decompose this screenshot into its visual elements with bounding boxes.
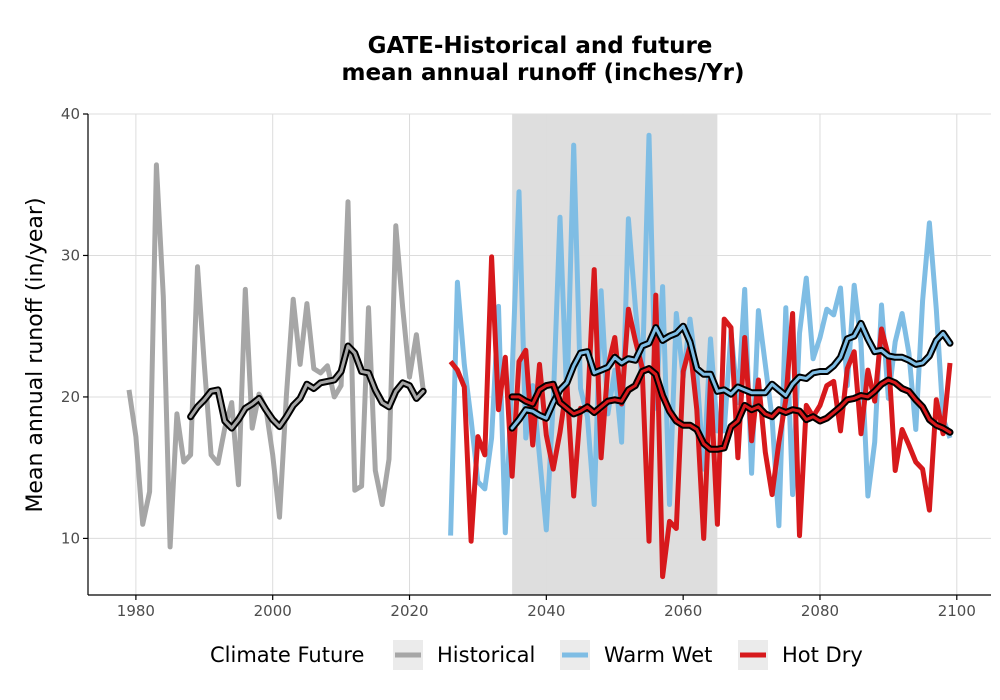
chart-title-line2: mean annual runoff (inches/Yr): [341, 60, 744, 86]
hot-dry-line: [448, 254, 953, 580]
x-tick-label-2040: 2040: [527, 602, 565, 620]
y-tick-label-40: 40: [61, 105, 80, 123]
hot-dry-rolling-mean-line: [510, 367, 952, 451]
series-lines: [126, 132, 954, 580]
legend-title: Climate Future: [210, 643, 364, 667]
y-axis-label: Mean annual runoff (in/year): [23, 197, 48, 512]
axes: [83, 113, 991, 600]
x-tick-label-2060: 2060: [664, 602, 702, 620]
chart-title-line1: GATE-Historical and future: [368, 33, 713, 59]
x-tick-label-2000: 2000: [254, 602, 292, 620]
x-tick-labels: 1980 2000 2020 2040 2060 2080 2100: [117, 602, 976, 620]
x-tick-label-1980: 1980: [117, 602, 155, 620]
legend-label-historical: Historical: [437, 643, 535, 667]
legend-label-warm-wet: Warm Wet: [604, 643, 712, 667]
y-tick-label-20: 20: [61, 388, 80, 406]
y-tick-label-10: 10: [61, 529, 80, 547]
historical-rolling-mean-line: [189, 344, 425, 430]
x-tick-label-2100: 2100: [938, 602, 976, 620]
warm-wet-rolling-mean-line: [510, 321, 952, 430]
y-tick-labels: 10 20 30 40: [61, 105, 80, 547]
x-tick-label-2020: 2020: [390, 602, 428, 620]
legend: Climate Future Historical Warm Wet Hot D…: [210, 640, 863, 670]
legend-label-hot-dry: Hot Dry: [782, 643, 863, 667]
historical-line: [126, 162, 426, 550]
x-tick-label-2080: 2080: [801, 602, 839, 620]
y-tick-label-30: 30: [61, 246, 80, 264]
